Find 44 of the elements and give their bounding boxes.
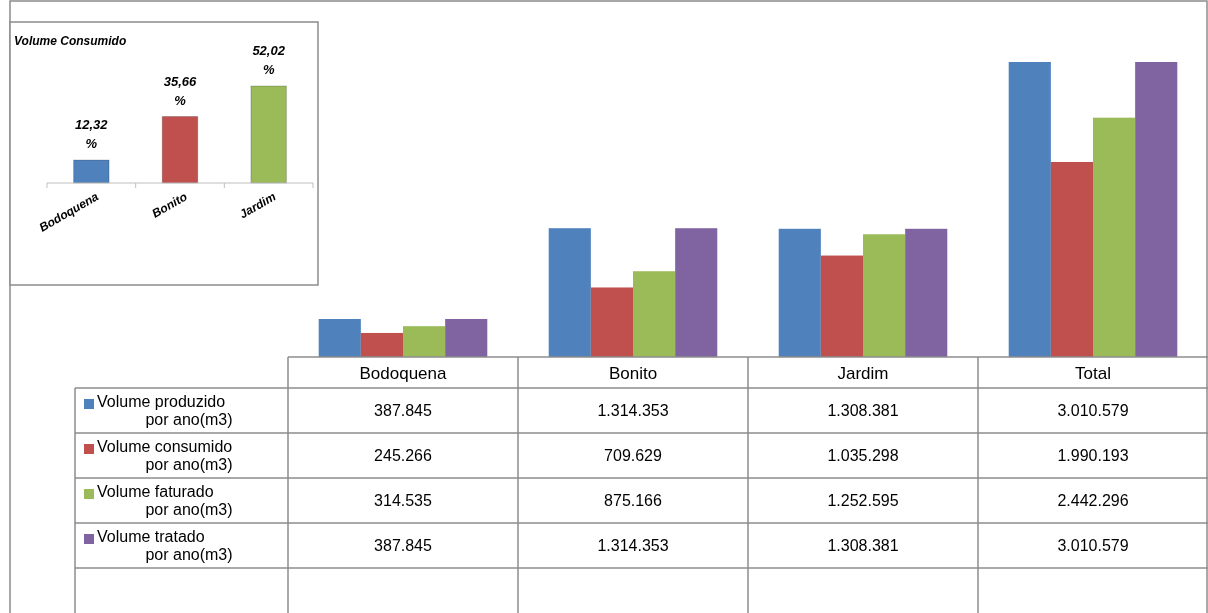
bar xyxy=(318,319,361,357)
data-label: 387.845 xyxy=(374,537,433,554)
bar xyxy=(360,332,403,357)
data-label: 245.266 xyxy=(374,447,433,464)
x-tick-label: Bonito xyxy=(608,364,658,383)
bar xyxy=(633,271,676,357)
data-label: 709.629 xyxy=(604,447,663,464)
bar xyxy=(863,234,906,357)
data-label: 12,32 % xyxy=(75,117,109,152)
legend-label: Volume produzido por ano(m3) xyxy=(97,393,233,428)
data-label: 875.166 xyxy=(604,492,663,509)
bar xyxy=(403,326,446,357)
bar xyxy=(1093,117,1136,357)
data-label: 1.314.353 xyxy=(597,537,669,554)
bar xyxy=(675,228,718,357)
data-label: 35,66 % xyxy=(163,73,198,108)
bar xyxy=(1008,62,1051,357)
chart-title: Volume Consumido xyxy=(14,34,127,48)
data-label: 3.010.579 xyxy=(1057,537,1129,554)
bar xyxy=(820,255,863,357)
x-tick-label: Bodoquena xyxy=(359,364,448,383)
legend-label: Volume faturado por ano(m3) xyxy=(97,483,233,518)
bar xyxy=(445,319,488,357)
data-label: 2.442.296 xyxy=(1057,492,1129,509)
x-tick-label: Jardim xyxy=(837,364,889,383)
bar xyxy=(590,287,633,357)
x-tick-label: Total xyxy=(1075,364,1111,383)
data-label: 387.845 xyxy=(374,402,433,419)
bar xyxy=(905,228,948,357)
data-label: 52,02 % xyxy=(252,43,286,77)
bar xyxy=(548,228,591,357)
data-label: 1.308.381 xyxy=(827,537,899,554)
bar xyxy=(1135,62,1178,357)
bar xyxy=(1050,161,1093,357)
legend-label: Volume tratado por ano(m3) xyxy=(97,528,233,563)
data-label: 1.990.193 xyxy=(1057,447,1129,464)
data-label: 3.010.579 xyxy=(1057,402,1129,419)
data-label: 1.252.595 xyxy=(827,492,899,509)
bar xyxy=(778,228,821,357)
legend-label: Volume consumido por ano(m3) xyxy=(97,438,233,473)
data-label: 1.314.353 xyxy=(597,402,669,419)
data-label: 1.035.298 xyxy=(827,447,899,464)
data-label: 1.308.381 xyxy=(827,402,899,419)
data-label: 314.535 xyxy=(374,492,433,509)
